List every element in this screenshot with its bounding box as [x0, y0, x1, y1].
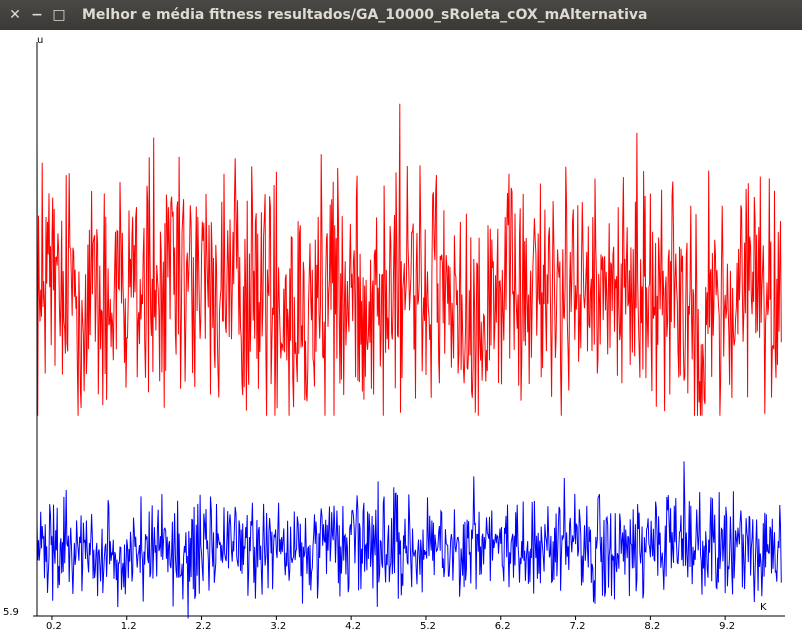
x-tick-label: 1.2 [121, 621, 137, 629]
y-axis-label: u [37, 35, 43, 46]
x-axis-label: K [760, 602, 767, 613]
minimize-window-button[interactable]: − [31, 7, 43, 23]
y-tick-label: 5.9 [3, 607, 19, 618]
y-ticks: 5.9 [3, 607, 37, 618]
x-tick-label: 6.2 [495, 621, 511, 629]
x-tick-label: 7.2 [570, 621, 586, 629]
window-titlebar: ✕ − □ Melhor e média fitness resultados/… [0, 0, 802, 30]
maximize-window-button[interactable]: □ [52, 7, 66, 23]
x-tick-label: 4.2 [345, 621, 361, 629]
red-series-line [36, 103, 782, 416]
x-ticks: 0.2 1.2 2.2 3.2 4.2 5.2 6.2 7.2 8.2 9.2 [46, 616, 735, 629]
x-tick-label: 8.2 [644, 621, 660, 629]
close-window-button[interactable]: ✕ [9, 7, 21, 23]
blue-series-line [36, 461, 782, 619]
series-layer [36, 103, 782, 619]
x-tick-label: 0.2 [46, 621, 62, 629]
fitness-chart: u K 0.2 1.2 2.2 3.2 4.2 5.2 6.2 7.2 8.2 9.2 5.9 [3, 35, 785, 629]
window-title: Melhor e média fitness resultados/GA_100… [82, 7, 648, 23]
x-tick-label: 2.2 [196, 621, 212, 629]
x-tick-label: 5.2 [420, 621, 436, 629]
x-tick-label: 9.2 [719, 621, 735, 629]
x-tick-label: 3.2 [270, 621, 286, 629]
